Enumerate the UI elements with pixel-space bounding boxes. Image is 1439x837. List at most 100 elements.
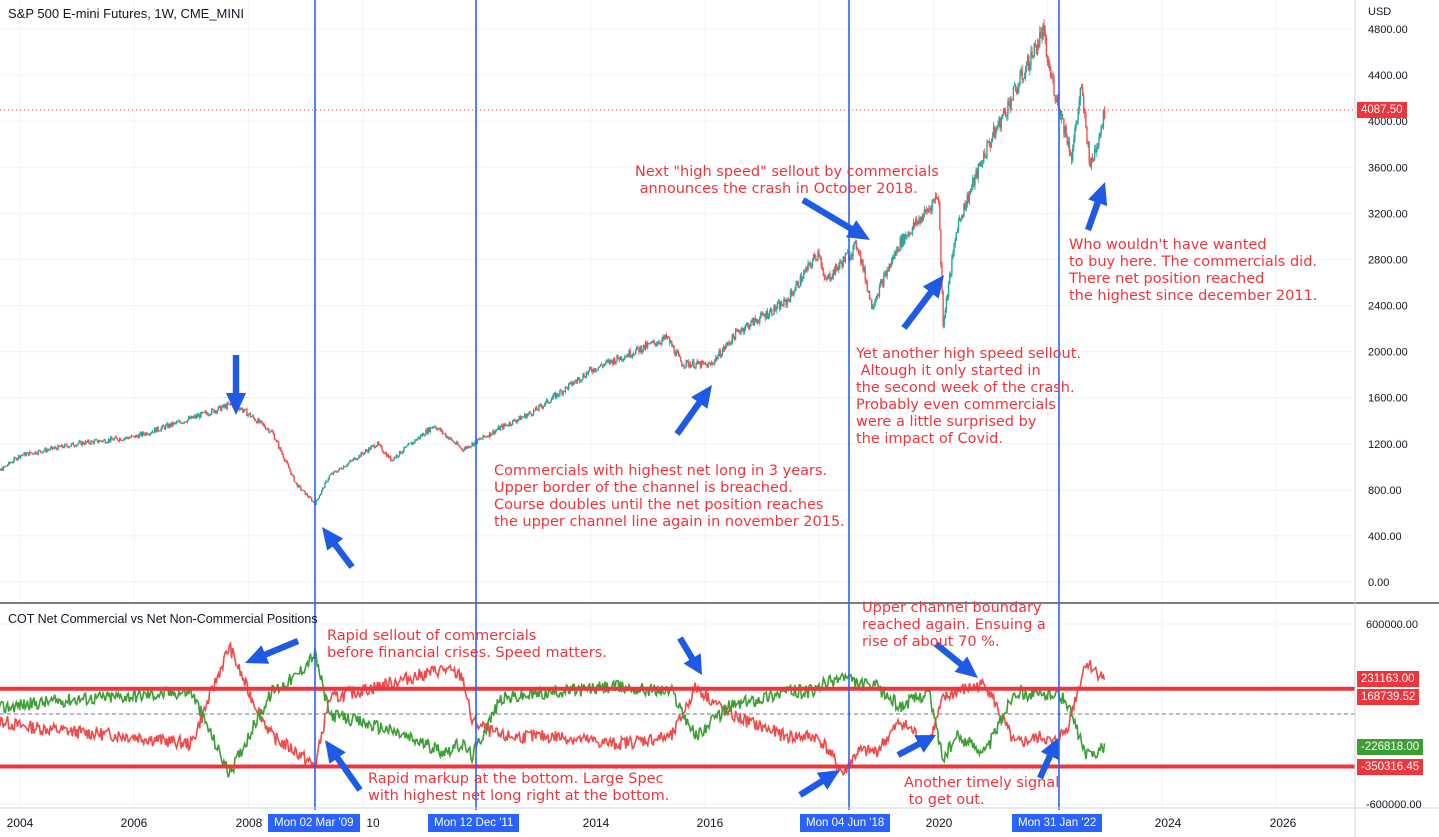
candle-body [1065, 126, 1067, 138]
time-tick-label: 2026 [1270, 816, 1297, 830]
candle-body [593, 368, 595, 373]
candle-body [480, 438, 482, 440]
candle-body [654, 343, 657, 346]
candle-body [764, 315, 766, 319]
candle-body [894, 251, 896, 260]
candle-body [306, 493, 309, 497]
candle-body [298, 485, 301, 487]
upper-channel-tag: 168739.52 [1357, 689, 1420, 705]
candle-body [485, 436, 488, 438]
candle-body [341, 469, 344, 470]
candle-body [742, 328, 744, 332]
candle-body [66, 444, 68, 447]
candle-body [949, 273, 951, 284]
candle-body [157, 426, 159, 431]
price-tick-label: 1200.00 [1368, 439, 1408, 451]
candle-body [301, 489, 303, 491]
candle-body [511, 420, 514, 425]
candle-body [938, 198, 940, 203]
candle-body [385, 452, 388, 457]
candle-body [312, 501, 314, 503]
candle-body [115, 436, 117, 439]
candle-body [293, 476, 295, 482]
candle-body [435, 426, 437, 429]
candle-body [524, 414, 526, 417]
chart-title[interactable]: S&P 500 E-mini Futures, 1W, CME_MINI [8, 6, 244, 21]
candle-body [690, 364, 693, 368]
candle-body [559, 390, 561, 396]
candle-body [985, 156, 987, 158]
candle-body [826, 278, 828, 280]
candle-body [1000, 118, 1003, 129]
candle-body [88, 440, 90, 444]
candle-body [751, 318, 753, 321]
candle-body [135, 435, 137, 438]
candle-body [592, 371, 594, 373]
time-tick-label: 2004 [7, 816, 34, 830]
candle-body [381, 446, 383, 451]
candle-body [804, 270, 806, 273]
candle-body [68, 446, 70, 448]
candle-body [610, 359, 613, 361]
candle-body [379, 444, 381, 446]
candle-body [660, 343, 662, 344]
candle-body [1015, 90, 1018, 94]
indicator-title[interactable]: COT Net Commercial vs Net Non-Commercial… [8, 612, 318, 626]
candle-body [639, 346, 641, 353]
candle-body [577, 377, 580, 380]
candle-body [413, 442, 415, 443]
candle-body [661, 339, 663, 344]
candle-body [553, 393, 556, 395]
candle-body [270, 430, 272, 432]
candle-body [622, 359, 625, 361]
candle-body [783, 298, 785, 306]
candle-body [735, 330, 738, 332]
candle-body [600, 364, 603, 366]
candle-body [527, 413, 529, 415]
candle-body [284, 460, 287, 462]
candle-body [767, 316, 770, 319]
candle-body [925, 210, 928, 212]
annotation-2018-crash: Next "high speed" sellout by commercials… [635, 164, 939, 197]
candle-body [810, 265, 813, 267]
candle-body [1048, 62, 1051, 70]
candle-body [38, 450, 41, 452]
candle-body [517, 419, 519, 421]
candle-body [970, 186, 973, 190]
candle-body [419, 435, 422, 439]
candle-body [536, 407, 538, 410]
candle-body [662, 336, 664, 340]
candle-body [212, 408, 214, 410]
candle-body [178, 420, 180, 422]
candle-body [972, 177, 974, 187]
candle-body [40, 451, 43, 453]
candle-body [940, 229, 942, 265]
candle-body [911, 227, 914, 234]
candle-body [1074, 128, 1076, 140]
candle-body [125, 436, 127, 439]
candle-body [362, 453, 365, 455]
candle-body [87, 440, 89, 443]
candle-body [295, 482, 298, 484]
candle-body [286, 461, 289, 465]
candle-body [60, 444, 63, 448]
candle-body [705, 364, 707, 365]
candle-body [708, 363, 710, 365]
candle-body [359, 455, 361, 457]
candle-body [398, 450, 401, 456]
candle-body [424, 435, 426, 436]
candle-body [247, 414, 249, 416]
candle-body [271, 430, 273, 432]
candle-body [968, 192, 971, 202]
candle-body [1050, 69, 1052, 77]
candle-body [347, 463, 349, 466]
candle-body [514, 419, 516, 422]
candle-body [611, 360, 614, 365]
candle-body [1063, 118, 1065, 134]
candle-body [699, 362, 702, 368]
candle-body [164, 425, 167, 430]
candle-body [351, 460, 354, 462]
candle-body [213, 409, 215, 413]
candle-body [423, 433, 425, 436]
candle-body [962, 215, 964, 217]
